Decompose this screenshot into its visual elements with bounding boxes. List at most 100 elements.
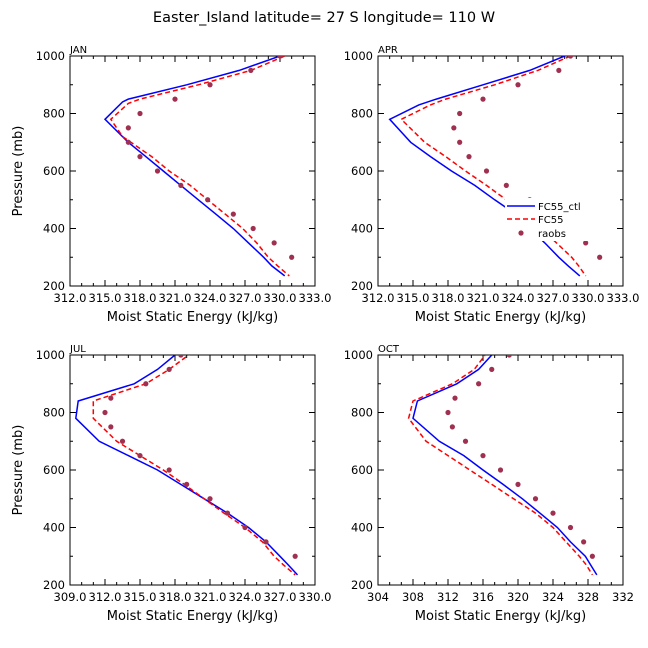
x-tick-label: 316 [472, 590, 494, 604]
raobs-point [207, 496, 213, 502]
x-tick-label: 332 [612, 590, 634, 604]
raobs-point [205, 197, 211, 203]
raobs-point [248, 67, 254, 73]
figure-title: Easter_Island latitude= 27 S longitude= … [153, 10, 495, 26]
x-tick-label: 324.0 [194, 291, 227, 305]
y-tick-label: 800 [43, 406, 65, 420]
series-line-fc55 [109, 56, 290, 277]
chart-panel-apr: APR 312.0 315.0 318.0 321.0 324.0 327.0 330.0 33… [344, 45, 640, 325]
x-tick-label: 330.0 [299, 590, 332, 604]
y-tick-label: 400 [43, 222, 65, 236]
y-tick-label: 1000 [36, 348, 65, 362]
x-tick-label: 324.0 [502, 291, 535, 305]
raobs-point [597, 254, 603, 260]
x-tick-label: 309.0 [54, 590, 87, 604]
raobs-point [506, 355, 512, 358]
legend-entry-raobs: raobs [538, 229, 566, 240]
x-tick-label: 333.0 [607, 291, 640, 305]
raobs-point [108, 395, 114, 401]
y-tick-label: 600 [43, 164, 65, 178]
y-tick-label: 400 [351, 222, 373, 236]
series-group [407, 355, 598, 576]
y-tick-label: 600 [351, 164, 373, 178]
raobs-point [457, 110, 463, 117]
raobs-point [445, 409, 451, 416]
y-tick-label: 600 [351, 463, 373, 477]
y-tick-label: 1000 [344, 348, 373, 362]
y-tick-label: 600 [43, 463, 65, 477]
raobs-point [451, 125, 457, 131]
raobs-point [589, 553, 595, 559]
raobs-point [515, 481, 521, 487]
y-tick-label: 200 [43, 279, 65, 293]
raobs-point [119, 438, 126, 444]
plot-frame [69, 55, 316, 287]
raobs-point [503, 182, 509, 188]
series-group [388, 56, 603, 277]
x-tick-label: 318.0 [432, 291, 465, 305]
x-tick-label: 308 [402, 590, 424, 604]
raobs-point [452, 395, 458, 401]
x-tick-label: 328 [577, 590, 599, 604]
raobs-point [224, 510, 231, 516]
legend-entry-ctl: FC55_ctl [538, 202, 581, 213]
chart-panel-oct: OCT 304 308 312 316 320 324 328 332 200 400 600 800 1… [344, 344, 634, 624]
raobs-point [207, 82, 213, 88]
x-tick-label: 318.0 [124, 291, 157, 305]
x-tick-label: 321.0 [467, 291, 500, 305]
x-axis-label: Moist Static Energy (kJ/kg) [415, 609, 586, 624]
raobs-point [242, 524, 248, 531]
raobs-point [449, 424, 455, 430]
raobs-point [230, 211, 236, 217]
series-line-fc55-ctl [388, 56, 581, 277]
x-tick-label: 330.0 [264, 291, 297, 305]
panel-title: JUL [69, 344, 86, 355]
raobs-point [292, 553, 298, 559]
x-axis-label: Moist Static Energy (kJ/kg) [107, 609, 278, 624]
raobs-point [480, 96, 486, 102]
raobs-point [476, 381, 482, 387]
panel-title: JAN [69, 45, 87, 56]
y-tick-label: 200 [351, 578, 373, 592]
y-tick-label: 1000 [344, 49, 373, 63]
x-tick-label: 304 [367, 590, 389, 604]
x-tick-label: 330.0 [572, 291, 605, 305]
chart-panel-jul: JUL 309.0 312.0 315.0 318.0 321.0 324.0 327.0 33… [11, 344, 331, 624]
y-tick-label: 800 [43, 107, 65, 121]
legend-swatch-raobs [518, 230, 524, 236]
raobs-point [178, 182, 184, 188]
raobs-point [567, 524, 574, 531]
x-tick-label: 324 [542, 590, 564, 604]
x-tick-label: 312 [437, 590, 459, 604]
series-group [75, 355, 299, 576]
panel-title: OCT [378, 344, 400, 355]
x-tick-label: 321.0 [159, 291, 192, 305]
raobs-point [289, 254, 295, 260]
plot-frame [377, 55, 624, 287]
legend-entry-fc55: FC55 [538, 215, 563, 226]
y-tick-label: 1000 [36, 49, 65, 63]
raobs-point [137, 453, 143, 459]
raobs-point [166, 366, 172, 372]
raobs-point [178, 355, 184, 358]
series-line-fc55 [400, 56, 587, 277]
raobs-point [550, 510, 556, 516]
raobs-point [125, 125, 131, 131]
raobs-point [483, 168, 490, 174]
raobs-point [532, 496, 539, 502]
x-tick-label: 333.0 [299, 291, 332, 305]
y-tick-label: 400 [43, 521, 65, 535]
panel-title: APR [378, 45, 398, 56]
raobs-point [466, 154, 472, 160]
y-tick-label: 800 [351, 107, 373, 121]
y-tick-label: 200 [351, 279, 373, 293]
x-tick-label: 327.0 [229, 291, 262, 305]
plot-frame [69, 354, 316, 586]
x-tick-label: 312.0 [362, 291, 395, 305]
x-tick-label: 318.0 [159, 590, 192, 604]
x-axis-label: Moist Static Energy (kJ/kg) [107, 310, 278, 325]
x-tick-label: 315.0 [89, 291, 122, 305]
raobs-point [567, 56, 574, 59]
series-group [103, 56, 295, 277]
